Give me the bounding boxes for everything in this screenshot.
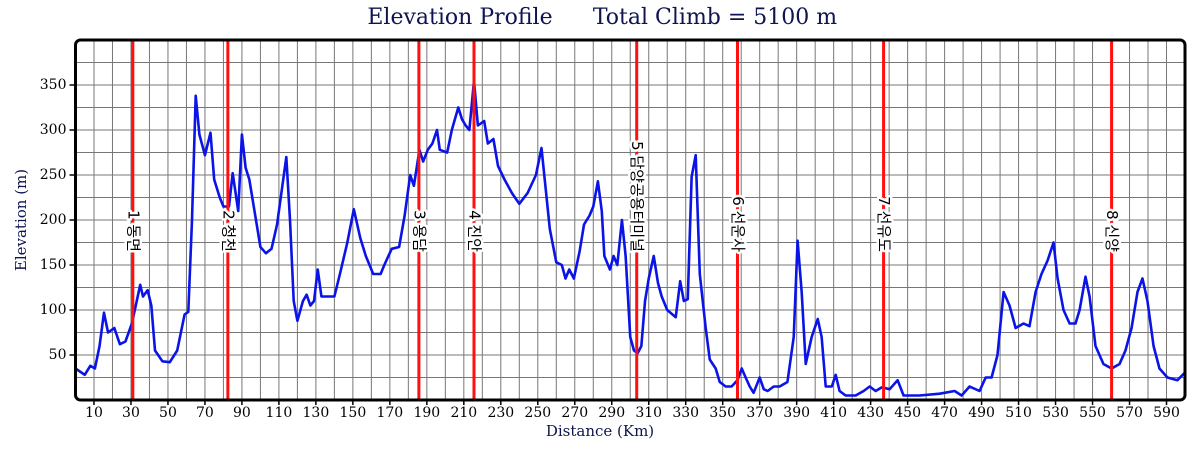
x-tick-label: 190: [413, 405, 440, 421]
x-tick-label: 510: [1005, 405, 1032, 421]
x-tick-label: 170: [376, 405, 403, 421]
x-tick-label: 150: [340, 405, 367, 421]
waypoint-label: 8 신양: [1103, 210, 1121, 252]
x-tick-label: 330: [672, 405, 699, 421]
x-tick-label: 90: [233, 405, 251, 421]
x-tick-label: 430: [857, 405, 884, 421]
x-tick-label: 530: [1042, 405, 1069, 421]
x-tick-label: 410: [820, 405, 847, 421]
x-tick-label: 370: [746, 405, 773, 421]
x-tick-label: 110: [266, 405, 293, 421]
x-tick-label: 130: [303, 405, 330, 421]
x-tick-label: 390: [783, 405, 810, 421]
waypoint-label: 1 동면: [124, 210, 142, 252]
x-tick-label: 30: [122, 405, 140, 421]
y-tick-label: 250: [40, 167, 67, 183]
x-axis-title: Distance (Km): [546, 422, 654, 440]
y-tick-label: 150: [40, 257, 67, 273]
y-tick-label: 350: [40, 77, 67, 93]
chart-title: Elevation Profile: [367, 5, 552, 30]
x-tick-label: 590: [1153, 405, 1180, 421]
waypoint-label: 7 선유도: [875, 196, 893, 252]
elevation-line: [74, 79, 1186, 397]
y-tick-label: 200: [40, 212, 67, 228]
y-tick-label: 50: [49, 347, 67, 363]
x-tick-label: 70: [196, 405, 214, 421]
x-tick-label: 310: [635, 405, 662, 421]
x-tick-label: 250: [524, 405, 551, 421]
x-tick-label: 550: [1079, 405, 1106, 421]
waypoint-label: 2 청천: [219, 210, 237, 252]
x-tick-label: 570: [1116, 405, 1143, 421]
y-tick-label: 100: [40, 302, 67, 318]
x-tick-label: 350: [709, 405, 736, 421]
y-axis-title: Elevation (m): [12, 169, 30, 271]
waypoint-label: 3 용담: [410, 210, 428, 252]
x-tick-label: 290: [598, 405, 625, 421]
waypoint-label: 6 선운사: [729, 196, 747, 252]
waypoint-label: 5 담양공용터미널: [628, 141, 646, 252]
x-tick-label: 50: [159, 405, 177, 421]
plot-frame: [74, 38, 1187, 402]
chart-subtitle: Total Climb = 5100 m: [593, 5, 837, 30]
x-tick-label: 230: [487, 405, 514, 421]
x-tick-label: 210: [450, 405, 477, 421]
y-tick-label: 300: [40, 122, 67, 138]
x-tick-label: 490: [968, 405, 995, 421]
x-tick-label: 450: [894, 405, 921, 421]
waypoint-label: 4 진안: [465, 210, 483, 252]
x-tick-label: 270: [561, 405, 588, 421]
x-tick-label: 10: [85, 405, 103, 421]
x-tick-label: 470: [931, 405, 958, 421]
